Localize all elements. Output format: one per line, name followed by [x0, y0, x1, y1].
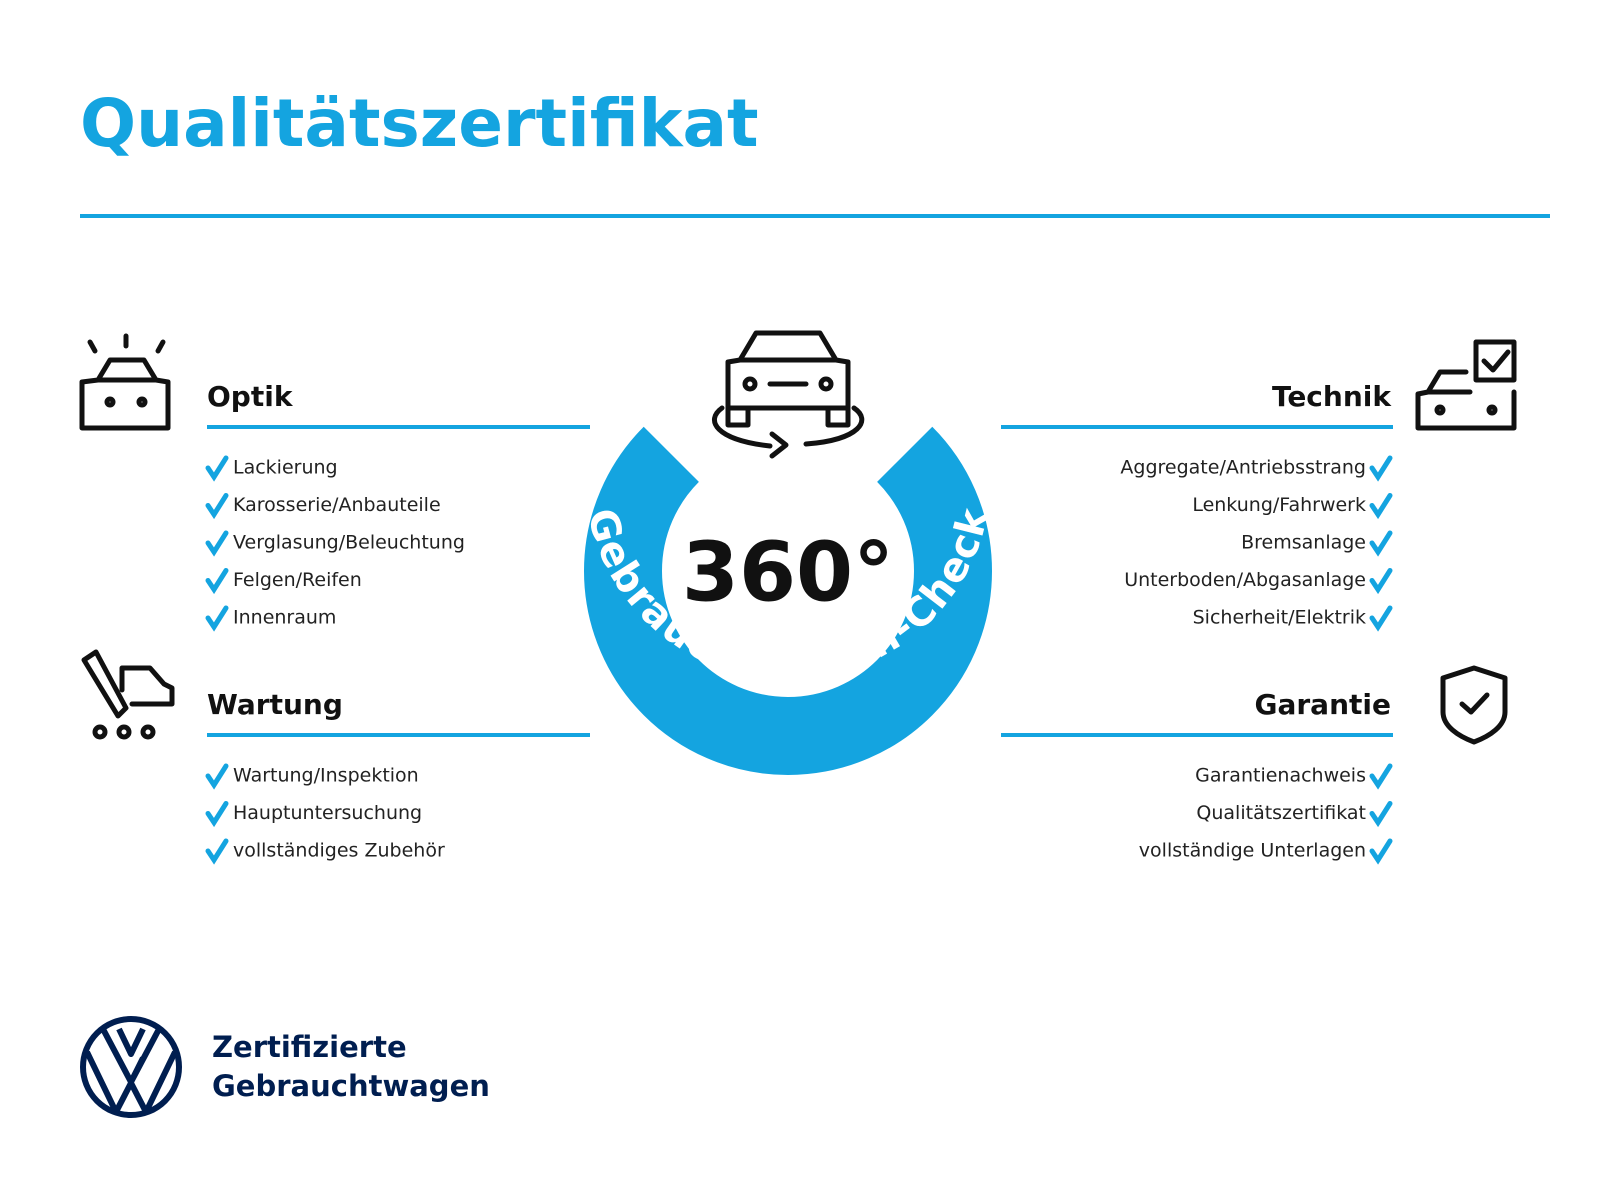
- check-mark: [1369, 605, 1393, 632]
- check-mark: [205, 605, 229, 632]
- vw-logo: [80, 1016, 182, 1118]
- ring-arc: [584, 426, 992, 775]
- check-mark: [205, 763, 229, 790]
- car-360-icon: [712, 330, 865, 459]
- check-item: Bremsanlage: [1241, 532, 1366, 554]
- check-item: Verglasung/Beleuchtung: [233, 532, 465, 554]
- technik-icon: [1415, 339, 1517, 431]
- section-heading: Garantie: [1255, 688, 1392, 721]
- check-item: Garantienachweis: [1195, 765, 1366, 787]
- check-mark: [1369, 568, 1393, 595]
- check-item: Felgen/Reifen: [233, 569, 362, 591]
- check-mark: [205, 455, 229, 482]
- garantie-icon: [1440, 665, 1508, 745]
- check-mark: [205, 568, 229, 595]
- check-mark: [1369, 455, 1393, 482]
- check-ring: Gebrauchtwagen-Check 360°: [578, 330, 998, 775]
- section-heading: Wartung: [207, 688, 343, 721]
- check-mark: [205, 801, 229, 828]
- check-mark: [1369, 763, 1393, 790]
- sections: Optik Lackierung Karosserie/Anbauteile Verg…: [205, 380, 1393, 865]
- check-item: Hauptuntersuchung: [233, 802, 422, 824]
- check-item: Unterboden/Abgasanlage: [1124, 569, 1366, 591]
- check-mark: [1369, 801, 1393, 828]
- check-item: Karosserie/Anbauteile: [233, 494, 441, 516]
- check-mark: [1369, 493, 1393, 520]
- optik-icon: [79, 333, 171, 431]
- check-item: vollständiges Zubehör: [233, 840, 445, 862]
- section-heading: Technik: [1272, 380, 1392, 413]
- check-item: Lackierung: [233, 457, 338, 479]
- check-mark: [205, 530, 229, 557]
- brand-line: Gebrauchtwagen: [212, 1069, 490, 1103]
- check-item: Innenraum: [233, 607, 336, 629]
- check-item: Qualitätszertifikat: [1196, 802, 1366, 824]
- check-mark: [205, 493, 229, 520]
- degrees-label: 360°: [682, 525, 894, 620]
- brand-line: Zertifizierte: [212, 1030, 407, 1064]
- check-mark: [205, 838, 229, 865]
- check-item: Sicherheit/Elektrik: [1193, 607, 1366, 629]
- check-item: Wartung/Inspektion: [233, 765, 419, 787]
- check-item: vollständige Unterlagen: [1139, 840, 1366, 862]
- section-heading: Optik: [207, 380, 294, 413]
- check-mark: [1369, 530, 1393, 557]
- check-item: Aggregate/Antriebsstrang: [1120, 457, 1366, 479]
- wartung-icon: [81, 649, 175, 740]
- check-mark: [1369, 838, 1393, 865]
- page-title: Qualitätszertifikat: [80, 85, 759, 162]
- check-item: Lenkung/Fahrwerk: [1192, 494, 1366, 516]
